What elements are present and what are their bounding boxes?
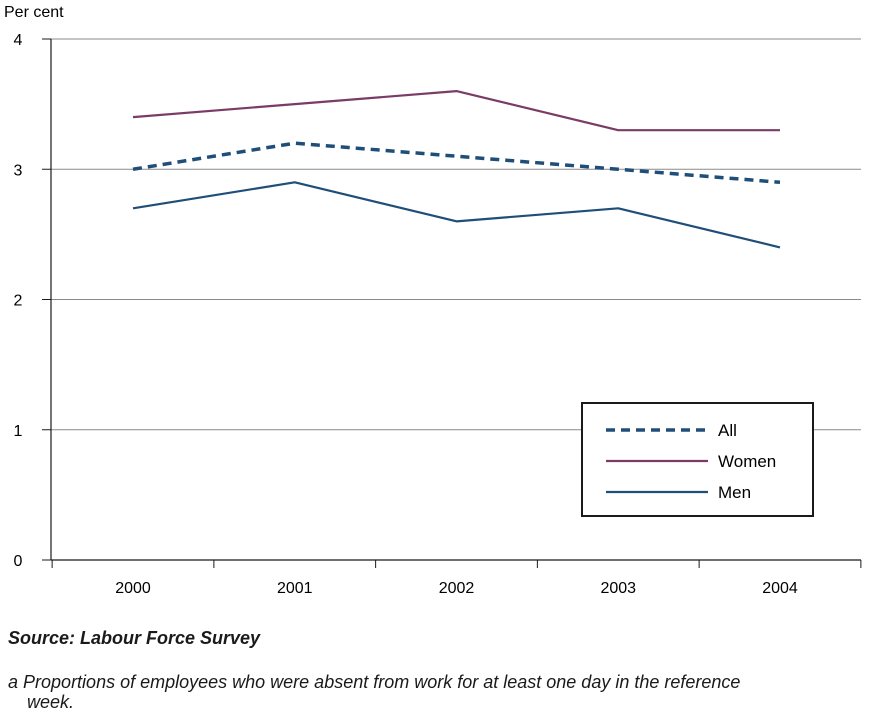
- x-tick-label: 2000: [115, 580, 151, 597]
- footnote: a Proportions of employees who were abse…: [8, 672, 868, 712]
- y-tick-label: 3: [14, 162, 23, 179]
- y-tick-label: 2: [14, 293, 23, 310]
- legend-box: [581, 402, 814, 517]
- legend-label-all: All: [718, 421, 737, 440]
- series-line-women: [132, 89, 780, 132]
- y-tick-label: 0: [14, 553, 23, 570]
- axes: [42, 38, 862, 568]
- line-chart: 0 1 2 3 4 2000 2001 2002 2003 2004 All Women Men P…: [4, 4, 862, 597]
- footnote-line1: Proportions of employees who were absent…: [23, 672, 741, 692]
- y-tick-labels: 0 1 2 3 4: [14, 32, 23, 570]
- x-tick-labels: 2000 2001 2002 2003 2004: [115, 580, 798, 597]
- series-line-men: [132, 181, 781, 249]
- legend: All Women Men: [581, 402, 814, 517]
- footnote-line2: week.: [27, 692, 75, 712]
- x-tick-label: 2001: [277, 580, 313, 597]
- source-note: Source: Labour Force Survey: [8, 628, 261, 648]
- series-line-all: [132, 141, 781, 185]
- series-lines: [132, 89, 781, 249]
- y-axis-label: Per cent: [4, 4, 64, 21]
- gridlines: [51, 38, 861, 431]
- y-tick-label: 1: [14, 423, 23, 440]
- y-tick-label: 4: [14, 32, 23, 49]
- legend-label-women: Women: [718, 452, 776, 471]
- legend-label-men: Men: [718, 483, 751, 502]
- x-tick-label: 2004: [762, 580, 798, 597]
- x-tick-label: 2002: [439, 580, 475, 597]
- footnote-marker: a: [8, 672, 19, 692]
- x-tick-label: 2003: [600, 580, 636, 597]
